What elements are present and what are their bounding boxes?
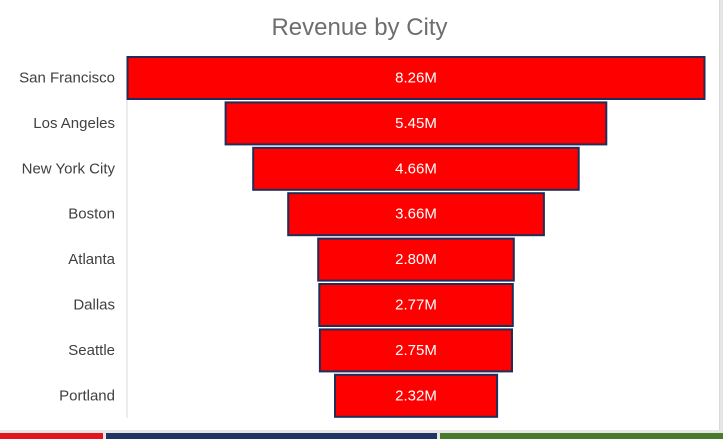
category-label-los-angeles: Los Angeles xyxy=(33,115,115,132)
sheet-tab-strip-navy xyxy=(106,433,437,439)
funnel-bar-new-york-city[interactable] xyxy=(252,146,580,191)
funnel-bar-boston[interactable] xyxy=(287,192,545,237)
category-label-dallas: Dallas xyxy=(73,297,115,314)
category-label-atlanta: Atlanta xyxy=(68,251,115,268)
funnel-bar-dallas[interactable] xyxy=(318,283,514,327)
data-label-seattle: 2.75M xyxy=(395,342,437,359)
funnel-bar-atlanta[interactable] xyxy=(317,237,515,282)
funnel-bar-san-francisco[interactable] xyxy=(126,56,706,100)
sheet-tab-strip-red xyxy=(0,433,103,439)
funnel-chart: 8.26M San Francisco 5.45M Los Angeles 4.66M N… xyxy=(19,56,706,418)
funnel-bars: 8.26M San Francisco 5.45M Los Angeles 4.66M N… xyxy=(19,56,706,418)
funnel-bar-los-angeles[interactable] xyxy=(224,101,608,146)
category-label-boston: Boston xyxy=(68,206,115,223)
data-label-san-francisco: 8.26M xyxy=(395,70,437,87)
data-label-atlanta: 2.80M xyxy=(395,251,437,268)
category-label-san-francisco: San Francisco xyxy=(19,70,115,87)
funnel-bar-seattle[interactable] xyxy=(318,328,513,373)
funnel-bar-portland[interactable] xyxy=(334,373,499,418)
data-label-dallas: 2.77M xyxy=(395,297,437,314)
category-label-new-york-city: New York City xyxy=(22,160,116,177)
data-label-boston: 3.66M xyxy=(395,206,437,223)
data-label-los-angeles: 5.45M xyxy=(395,115,437,132)
chart-title: Revenue by City xyxy=(271,14,448,41)
category-label-seattle: Seattle xyxy=(68,342,115,359)
chart-area: Revenue by City 8.26M San Francisco 5.45M L… xyxy=(0,0,720,430)
data-label-new-york-city: 4.66M xyxy=(395,160,437,177)
sheet-tab-strip-green xyxy=(440,433,723,439)
data-label-portland: 2.32M xyxy=(395,387,437,404)
category-label-portland: Portland xyxy=(59,387,115,404)
